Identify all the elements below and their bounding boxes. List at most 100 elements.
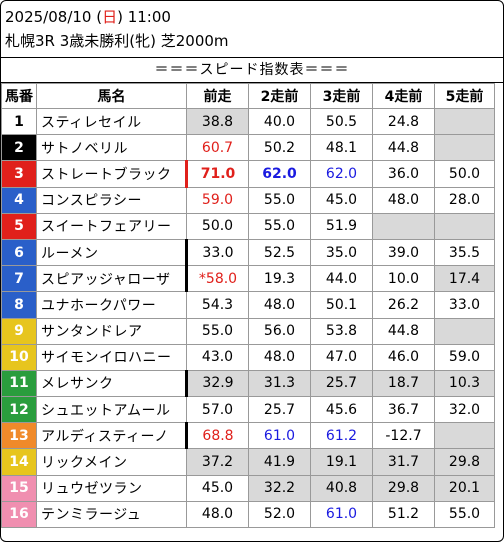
speed-value [372,212,435,240]
speed-value: 45.0 [186,474,249,502]
col-header-4th: 4走前 [372,83,435,109]
table-row: 10 サイモンイロハニー 43.0 48.0 47.0 46.0 59.0 [1,343,495,371]
speed-value: 55.0 [434,500,495,529]
horse-number: 6 [1,238,37,267]
speed-value: 50.0 [434,160,495,188]
horse-number: 10 [1,343,37,371]
table-row: 1 スティレセイル 38.8 40.0 50.5 24.8 [1,107,495,136]
speed-value: 29.8 [434,448,495,476]
table-row: 16 テンミラージュ 48.0 52.0 61.0 51.2 55.0 [1,500,495,529]
table-row: 8 ユナホークパワー 54.3 48.0 50.1 26.2 33.0 [1,291,495,319]
speed-value: 61.2 [310,422,373,450]
speed-value: 55.0 [248,212,311,240]
horse-number: 4 [1,186,37,214]
speed-value: 45.6 [310,396,373,424]
speed-value: 29.8 [372,474,435,502]
speed-value: 17.4 [434,265,495,293]
speed-value: 35.5 [434,238,495,267]
speed-value: 48.0 [248,291,311,319]
horse-number: 13 [1,422,37,450]
race-datetime: 2025/08/10 (日) 11:00 [5,7,171,27]
speed-value: 25.7 [248,396,311,424]
speed-value: 40.0 [248,107,311,136]
speed-value: 40.8 [310,474,373,502]
speed-value: 31.7 [372,448,435,476]
speed-value: 50.5 [310,107,373,136]
speed-value [434,317,495,345]
horse-name: アルディスティーノ [36,422,188,450]
speed-value: 62.0 [310,160,373,188]
horse-name: スピアッジャローザ [36,265,188,293]
table-row: 13 アルディスティーノ 68.8 61.0 61.2 -12.7 [1,422,495,450]
speed-value: 28.0 [434,186,495,214]
speed-value: 26.2 [372,291,435,319]
horse-number: 9 [1,317,37,345]
table-row: 15 リュウゼツラン 45.0 32.2 40.8 29.8 20.1 [1,474,495,502]
horse-number: 7 [1,265,37,293]
speed-value: 55.0 [248,186,311,214]
speed-value: 53.8 [310,317,373,345]
horse-name: リックメイン [36,448,187,476]
horse-number: 11 [1,369,37,398]
speed-value: 61.0 [310,500,373,529]
speed-value: 46.0 [372,343,435,371]
speed-value: 31.3 [248,369,311,398]
speed-value: 33.0 [434,291,495,319]
speed-value: 48.1 [310,134,373,162]
horse-name: スイートフェアリー [36,212,187,240]
table-row: 11 メレサンク 32.9 31.3 25.7 18.7 10.3 [1,369,495,398]
speed-value: 19.3 [248,265,311,293]
col-header-3rd: 3走前 [310,83,373,109]
speed-value: 20.1 [434,474,495,502]
speed-value: 44.8 [372,317,435,345]
speed-value: 10.3 [434,369,495,398]
date-text: 2025/08/10 ( [5,8,103,26]
speed-value: 52.5 [248,238,311,267]
speed-value: 37.2 [186,448,249,476]
speed-value: 68.8 [186,422,249,450]
speed-value: 54.3 [186,291,249,319]
speed-value: 52.0 [248,500,311,529]
table-row: 4 コンスピラシー 59.0 55.0 45.0 48.0 28.0 [1,186,495,214]
speed-value: 59.0 [186,186,249,214]
horse-name: サトノベリル [36,134,187,162]
speed-value: 41.9 [248,448,311,476]
speed-value: 51.2 [372,500,435,529]
horse-name: ユナホークパワー [36,291,187,319]
horse-number: 12 [1,396,37,424]
horse-name: サイモンイロハニー [36,343,187,371]
speed-value: 48.0 [248,343,311,371]
table-row: 2 サトノベリル 60.7 50.2 48.1 44.8 [1,134,495,162]
speed-value: 50.2 [248,134,311,162]
horse-name: サンタンドレア [36,317,187,345]
horse-number: 2 [1,134,37,162]
horse-number: 16 [1,500,37,529]
speed-value [434,134,495,162]
speed-value: -12.7 [372,422,435,450]
speed-value: 47.0 [310,343,373,371]
horse-number: 15 [1,474,37,502]
horse-number: 1 [1,107,37,136]
table-row: 7 スピアッジャローザ *58.0 19.3 44.0 10.0 17.4 [1,265,495,293]
speed-value: 36.7 [372,396,435,424]
horse-number: 5 [1,212,37,240]
horse-number: 14 [1,448,37,476]
speed-value: 36.0 [372,160,435,188]
speed-value: 48.0 [372,186,435,214]
horse-name: ルーメン [36,238,188,267]
table-row: 5 スイートフェアリー 50.0 55.0 51.9 [1,212,495,240]
horse-number: 8 [1,291,37,319]
speed-value: 32.9 [186,369,249,398]
speed-value: 50.0 [186,212,249,240]
speed-value [434,422,495,450]
speed-value: 39.0 [372,238,435,267]
time-text: ) 11:00 [117,8,171,26]
speed-value [434,212,495,240]
speed-value: 57.0 [186,396,249,424]
speed-value: *58.0 [186,265,249,293]
horse-name: コンスピラシー [36,186,187,214]
table-row: 3 ストレートブラック 71.0 62.0 62.0 36.0 50.0 [1,160,495,188]
table-banner: ＝＝＝スピード指数表＝＝＝ [1,57,503,83]
horse-name: シュエットアムール [36,396,187,424]
